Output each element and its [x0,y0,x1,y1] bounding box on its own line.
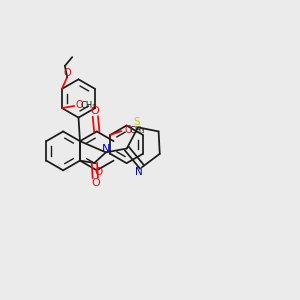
Text: O: O [95,167,103,177]
Text: O: O [91,106,99,116]
Text: O: O [125,125,132,135]
Text: N: N [102,144,110,154]
Text: N: N [135,167,142,177]
Text: O: O [64,68,72,78]
Text: O: O [91,178,100,188]
Text: O: O [76,100,83,110]
Text: S: S [134,117,140,127]
Text: CH₃: CH₃ [81,101,96,110]
Text: CH₃: CH₃ [130,126,145,135]
